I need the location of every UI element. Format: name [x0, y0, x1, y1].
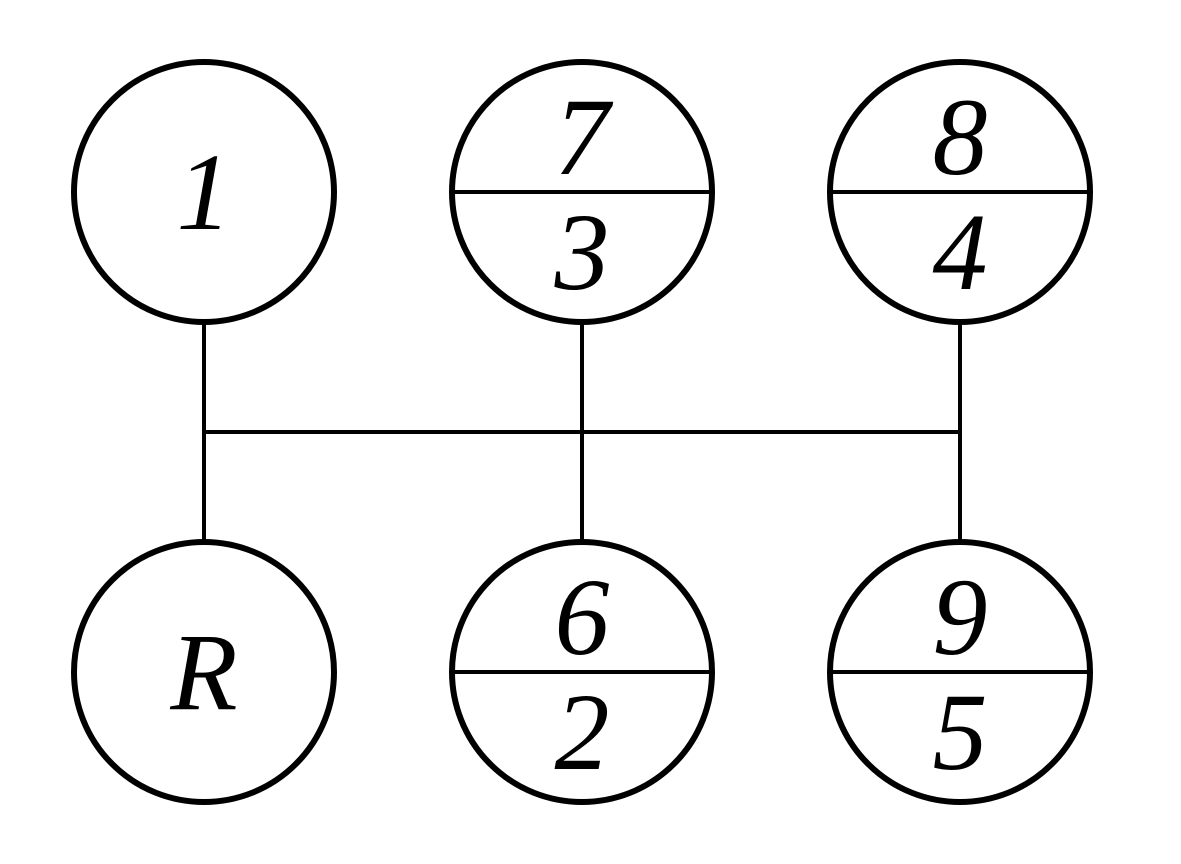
node-top-label: 8: [933, 76, 988, 198]
node-bottom-label: 4: [933, 191, 988, 313]
diagram-node: 73: [452, 62, 712, 322]
node-label: R: [169, 611, 237, 733]
node-bottom-label: 2: [555, 671, 610, 793]
diagram-node: 84: [830, 62, 1090, 322]
node-top-label: 6: [555, 556, 610, 678]
gear-shift-diagram: 1 73 84 R 62 95: [0, 0, 1181, 864]
diagram-node: R: [74, 542, 334, 802]
diagram-node: 1: [74, 62, 334, 322]
diagram-node: 62: [452, 542, 712, 802]
node-top-label: 7: [555, 76, 614, 198]
node-label: 1: [177, 131, 232, 253]
node-bottom-label: 5: [933, 671, 988, 793]
node-bottom-label: 3: [554, 191, 610, 313]
diagram-node: 95: [830, 542, 1090, 802]
node-top-label: 9: [933, 556, 988, 678]
